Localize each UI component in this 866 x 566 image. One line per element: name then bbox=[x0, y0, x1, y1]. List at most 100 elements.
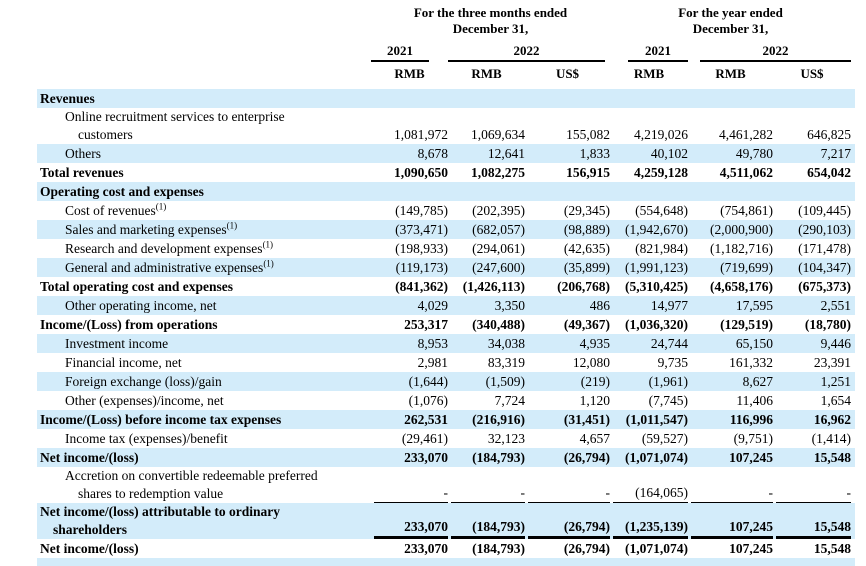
value-cell: (340,488) bbox=[472, 317, 525, 332]
value-cell: (119,173) bbox=[395, 260, 448, 275]
value-cell: 9,446 bbox=[820, 336, 851, 351]
table-row: Foreign exchange (loss)/gain (1,644) (1,50… bbox=[37, 372, 855, 391]
value-cell: 107,245 bbox=[729, 541, 773, 556]
table-row: Income tax (expenses)/benefit (29,461) 32,… bbox=[37, 429, 855, 448]
value-cell: 4,259,128 bbox=[634, 165, 688, 180]
row-label: Net income/(loss) bbox=[40, 541, 139, 556]
value-cell: (29,345) bbox=[563, 203, 610, 218]
table-row: Other (expenses)/income, net (1,076) 7,724… bbox=[37, 391, 855, 410]
row-label: Foreign exchange (loss)/gain bbox=[65, 374, 222, 389]
table-row: Financial income, net 2,981 83,319 12,080 9,… bbox=[37, 353, 855, 372]
value-cell: 4,029 bbox=[417, 298, 448, 313]
value-cell: 1,251 bbox=[820, 374, 851, 389]
value-cell: (18,780) bbox=[804, 317, 851, 332]
row-label-line1: Accretion on convertible redeemable pref… bbox=[65, 468, 318, 483]
section-header-row: Operating cost and expenses bbox=[37, 182, 855, 201]
value-cell: 9,735 bbox=[657, 355, 688, 370]
value-cell: 233,070 bbox=[374, 518, 448, 539]
value-cell: (198,933) bbox=[395, 241, 448, 256]
value-cell: (821,984) bbox=[635, 241, 688, 256]
value-cell: (29,461) bbox=[401, 431, 448, 446]
value-cell: 32,123 bbox=[487, 431, 525, 446]
year-fy-2022: 2022 bbox=[700, 43, 851, 62]
value-cell: 11,406 bbox=[736, 393, 773, 408]
row-label: Investment income bbox=[65, 336, 169, 351]
value-cell: (290,103) bbox=[798, 222, 851, 237]
value-cell: 107,245 bbox=[691, 518, 773, 539]
value-cell: (7,745) bbox=[648, 393, 688, 408]
value-cell: 156,915 bbox=[566, 165, 610, 180]
currency-label: US$ bbox=[555, 66, 580, 81]
year-fy-2021: 2021 bbox=[628, 43, 688, 62]
value-cell: (294,061) bbox=[472, 241, 525, 256]
value-cell: (184,793) bbox=[472, 541, 525, 556]
value-cell: 7,217 bbox=[820, 146, 851, 161]
value-cell: (42,635) bbox=[563, 241, 610, 256]
row-label: General and administrative expenses(1) bbox=[65, 258, 274, 275]
value-cell: (26,794) bbox=[528, 518, 610, 539]
value-cell: 116,996 bbox=[729, 412, 773, 427]
value-cell: (1,509) bbox=[485, 374, 525, 389]
row-label-line2: customers bbox=[78, 127, 133, 142]
row-label-line2: shareholders bbox=[53, 522, 128, 537]
value-cell: 83,319 bbox=[487, 355, 525, 370]
value-cell: (1,182,716) bbox=[710, 241, 773, 256]
value-cell: (26,794) bbox=[563, 541, 610, 556]
value-cell: 233,070 bbox=[404, 450, 448, 465]
value-cell: 4,219,026 bbox=[634, 127, 688, 142]
value-cell: 7,724 bbox=[494, 393, 525, 408]
table-row: Other operating income, net 4,029 3,350 486… bbox=[37, 296, 855, 315]
value-cell: 486 bbox=[589, 298, 610, 313]
table-header: For the three months ended December 31, … bbox=[0, 0, 866, 82]
row-label: Financial income, net bbox=[65, 355, 182, 370]
value-cell: (129,519) bbox=[720, 317, 773, 332]
group2-subtitle: December 31, bbox=[692, 21, 769, 36]
row-label-line2: shares to redemption value bbox=[78, 486, 224, 501]
currency-label: RMB bbox=[715, 66, 746, 81]
currency-label: RMB bbox=[633, 66, 665, 81]
table-row: Total revenues 1,090,650 1,082,275 156,915 4… bbox=[37, 163, 855, 182]
row-label: Income/(Loss) before income tax expenses bbox=[40, 412, 282, 427]
year-3mo-2022: 2022 bbox=[448, 43, 605, 62]
value-cell: (719,699) bbox=[720, 260, 773, 275]
row-label: Accretion on convertible redeemable pref… bbox=[37, 467, 371, 503]
table-row: Research and development expenses(1) (198… bbox=[37, 239, 855, 258]
group1-title: For the three months ended bbox=[413, 5, 568, 20]
value-cell: 646,825 bbox=[807, 127, 851, 142]
value-cell: (35,899) bbox=[563, 260, 610, 275]
row-label: Operating cost and expenses bbox=[40, 184, 204, 199]
value-cell: (1,235,139) bbox=[613, 518, 688, 539]
footnote-marker: (1) bbox=[262, 239, 274, 250]
table-row: Cost of revenues(1) (149,785) (202,395) (29… bbox=[37, 201, 855, 220]
value-cell: (1,036,320) bbox=[625, 317, 688, 332]
value-cell: 654,042 bbox=[807, 165, 851, 180]
value-cell: 4,935 bbox=[579, 336, 610, 351]
row-label: Other operating income, net bbox=[65, 298, 217, 313]
row-label: Total operating cost and expenses bbox=[40, 279, 234, 294]
row-label: Others bbox=[65, 146, 101, 161]
value-cell: (109,445) bbox=[798, 203, 851, 218]
cutoff-row bbox=[37, 558, 855, 566]
row-label-line1: Online recruitment services to enterpris… bbox=[65, 109, 285, 124]
value-cell: 4,657 bbox=[579, 431, 610, 446]
value-cell: 155,082 bbox=[566, 127, 610, 142]
value-cell: (31,451) bbox=[563, 412, 610, 427]
value-cell: 12,641 bbox=[487, 146, 525, 161]
value-cell: (2,000,900) bbox=[710, 222, 773, 237]
table-row: Net income/(loss) 233,070 (184,793) (26,794… bbox=[37, 448, 855, 467]
value-cell: (4,658,176) bbox=[710, 279, 773, 294]
income-statement-table-body: Revenues Online recruitment services to e… bbox=[0, 89, 866, 566]
value-cell: 24,744 bbox=[650, 336, 688, 351]
value-cell: 2,551 bbox=[820, 298, 851, 313]
group1-subtitle: December 31, bbox=[452, 21, 529, 36]
value-cell: 34,038 bbox=[487, 336, 525, 351]
value-cell: 49,780 bbox=[735, 146, 773, 161]
value-cell: (1,011,547) bbox=[625, 412, 688, 427]
value-cell: (554,648) bbox=[635, 203, 688, 218]
value-cell: (216,916) bbox=[472, 412, 525, 427]
value-cell: (184,793) bbox=[472, 450, 525, 465]
year-header-row: 2021 2022 2021 2022 bbox=[0, 41, 866, 62]
value-cell: (1,644) bbox=[408, 374, 448, 389]
value-cell: 12,080 bbox=[572, 355, 610, 370]
currency-header-row: RMB RMB US$ RMB RMB US$ bbox=[0, 62, 866, 82]
